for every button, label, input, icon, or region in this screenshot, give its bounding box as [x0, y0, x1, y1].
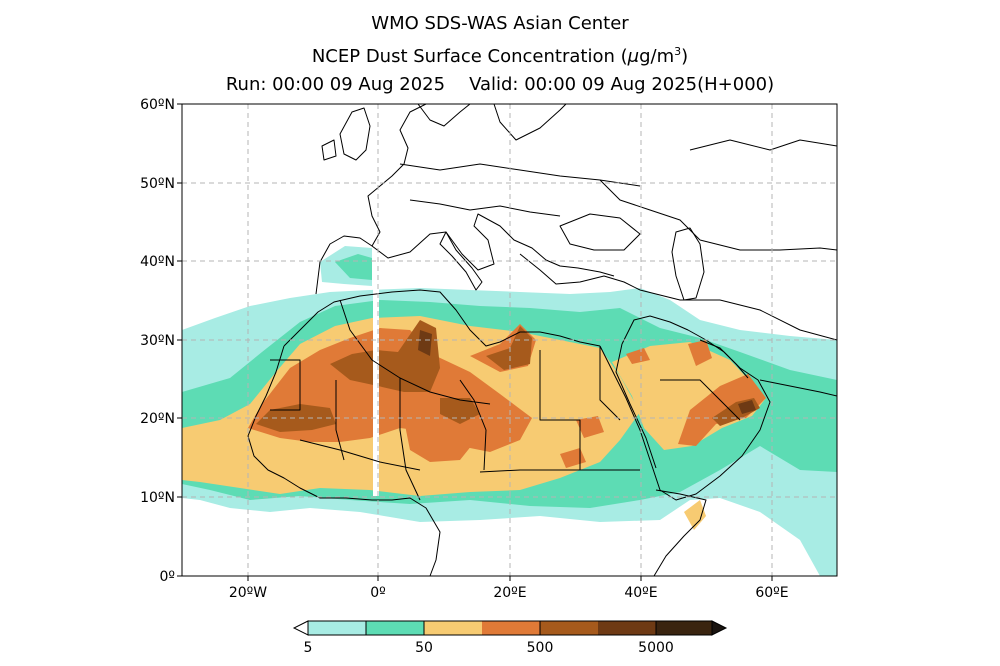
- valid-time: Valid: 00:00 09 Aug 2025(H+000): [469, 74, 775, 95]
- colorbar-bin-1: [308, 621, 366, 635]
- title-prefix: NCEP Dust Surface Concentration (: [311, 46, 628, 67]
- colorbar-label-5: 5: [304, 640, 313, 656]
- tick-marks: [177, 103, 773, 581]
- gridlines: [182, 104, 837, 576]
- dust-dark-layer: [418, 330, 756, 414]
- lon-label-60e: 60ºE: [755, 585, 788, 601]
- coastline-layer: [247, 104, 837, 576]
- map-panel: [182, 104, 837, 576]
- lon-label-0: 0º: [370, 585, 386, 601]
- lon-label-20w: 20ºW: [229, 585, 267, 601]
- lat-label-50n: 50ºN: [140, 176, 175, 192]
- colorbar: 5 50 500 5000: [292, 620, 728, 656]
- colorbar-bin-5: [540, 621, 598, 635]
- lat-label-20n: 20ºN: [140, 411, 175, 427]
- colorbar-bin-6: [598, 621, 656, 635]
- colorbar-right-arrow: [711, 620, 728, 636]
- colorbar-bin-4: [482, 621, 540, 635]
- title-suffix: ): [681, 46, 689, 67]
- colorbar-label-5000: 5000: [638, 640, 674, 656]
- run-valid-line: Run: 00:00 09 Aug 2025 Valid: 00:00 09 Au…: [0, 71, 1000, 99]
- colorbar-label-500: 500: [527, 640, 554, 656]
- missing-data-strip: [373, 104, 379, 496]
- lon-label-40e: 40ºE: [624, 585, 657, 601]
- colorbar-bin-3: [424, 621, 482, 635]
- lat-label-60n: 60ºN: [140, 97, 175, 113]
- title-line-2: NCEP Dust Surface Concentration (μg/m3): [0, 38, 1000, 71]
- colorbar-bin-2: [366, 621, 424, 635]
- colorbar-bin-7: [656, 621, 712, 635]
- lat-label-30n: 30ºN: [140, 333, 175, 349]
- title-block: WMO SDS-WAS Asian Center NCEP Dust Surfa…: [0, 10, 1000, 99]
- title-line-1: WMO SDS-WAS Asian Center: [371, 13, 629, 34]
- unit-sup: 3: [674, 45, 682, 58]
- run-time: Run: 00:00 09 Aug 2025: [225, 74, 446, 95]
- lon-label-20e: 20ºE: [493, 585, 526, 601]
- lat-label-10n: 10ºN: [140, 490, 175, 506]
- lat-labels: 60ºN 50ºN 40ºN 30ºN 20ºN 10ºN 0º: [140, 97, 175, 585]
- unit-rest: g/m: [639, 46, 675, 67]
- lon-labels: 20ºW 0º 20ºE 40ºE 60ºE: [229, 585, 789, 601]
- colorbar-label-50: 50: [415, 640, 433, 656]
- lat-label-0: 0º: [159, 569, 175, 585]
- colorbar-left-arrow: [292, 620, 309, 636]
- colorbar-frame: [307, 620, 713, 636]
- lat-label-40n: 40ºN: [140, 254, 175, 270]
- unit-mu: μ: [627, 46, 640, 67]
